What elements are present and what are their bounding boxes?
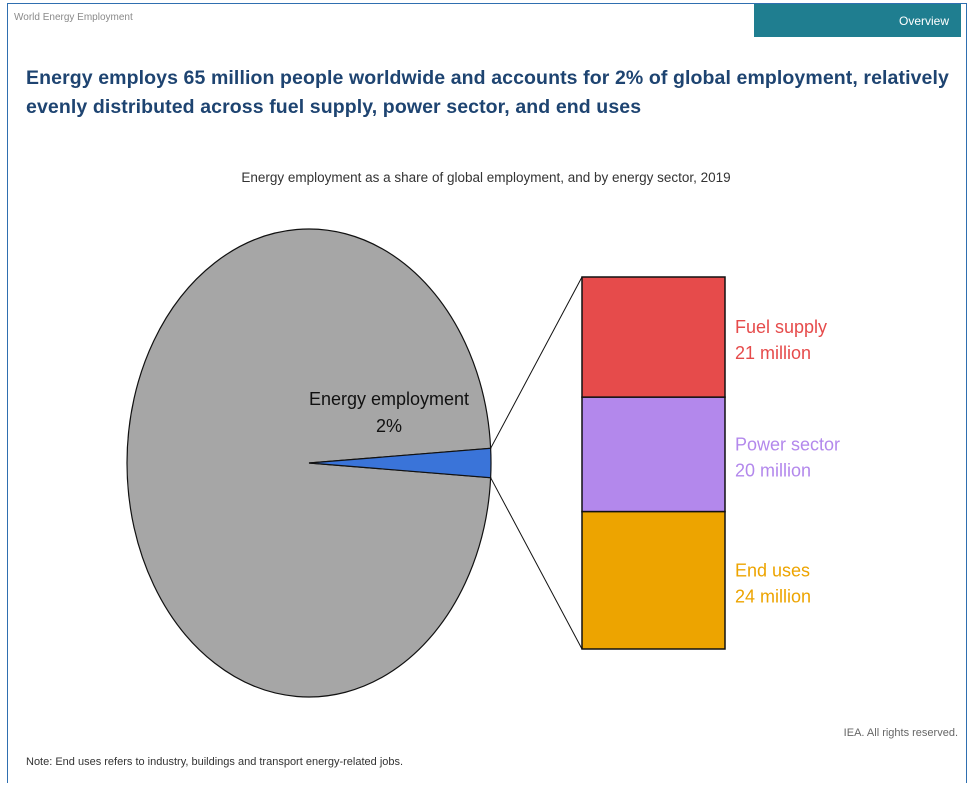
pie-slice-energy-employment [308, 447, 492, 479]
pie-slice-value-label: 2% [376, 416, 402, 436]
connector-line-bottom [490, 477, 583, 650]
pie-slice-rest [126, 228, 492, 698]
bar-segment-name-label: Fuel supply [735, 317, 827, 337]
tab-overview[interactable]: Overview [754, 4, 961, 37]
bar-segment-value-label: 24 million [735, 586, 811, 606]
connector-line-top [490, 276, 583, 449]
report-label: World Energy Employment [14, 12, 133, 23]
pie-slice-label: Energy employment [309, 389, 469, 409]
bar-segment-value-label: 20 million [735, 460, 811, 480]
page-title: Energy employs 65 million people worldwi… [26, 67, 949, 118]
bar-segment-end-uses [581, 510, 726, 650]
bar-segment-fuel-supply [581, 276, 726, 398]
bar-segment-value-label: 21 million [735, 343, 811, 363]
copyright-credit: IEA. All rights reserved. [843, 727, 958, 739]
footnote: Note: End uses refers to industry, build… [26, 756, 404, 768]
chart-title: Energy employment as a share of global e… [241, 170, 731, 185]
bar-segment-power-sector [581, 396, 726, 513]
bar-segment-name-label: End uses [735, 560, 810, 580]
bar-segment-name-label: Power sector [735, 434, 840, 454]
slide-frame [7, 3, 967, 783]
